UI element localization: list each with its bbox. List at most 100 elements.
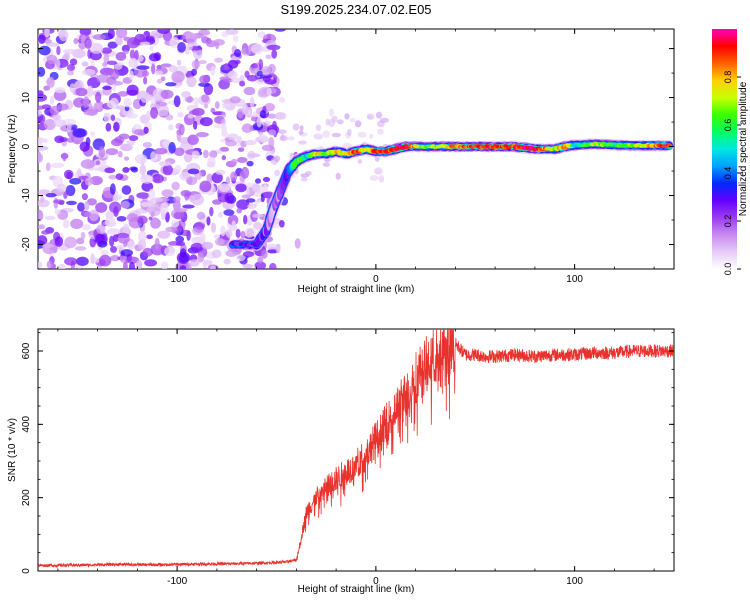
heatmap-cell <box>223 78 234 83</box>
heatmap-cell <box>177 111 184 118</box>
heatmap-cell <box>70 218 84 229</box>
heatmap-cell <box>63 169 74 180</box>
heatmap-cell <box>274 169 281 177</box>
heatmap-cell <box>196 211 206 220</box>
heatmap-cell <box>160 89 174 99</box>
heatmap-cell <box>313 133 324 140</box>
heatmap-cell <box>95 160 101 166</box>
heatmap-cell <box>224 29 239 35</box>
heatmap-cell <box>188 110 200 116</box>
heatmap-cell <box>66 137 75 143</box>
heatmap-cell <box>83 108 98 116</box>
snr-y-label: SNR (10 * v/v) <box>7 418 18 482</box>
heatmap-cell <box>169 37 180 49</box>
heatmap-cell <box>267 249 279 254</box>
heatmap-cell <box>128 135 139 142</box>
heatmap-cell <box>136 215 148 225</box>
heatmap-cell <box>201 241 214 250</box>
heatmap-cell <box>251 184 261 193</box>
heatmap-cell <box>182 204 195 209</box>
heatmap-cell <box>49 105 60 116</box>
heatmap-cell <box>221 102 231 109</box>
heatmap-cell <box>269 262 277 269</box>
spectrogram-y-label: Frequency (Hz) <box>7 115 18 184</box>
heatmap-cell <box>105 122 112 132</box>
heatmap-cell <box>235 183 247 193</box>
heatmap-cell <box>43 138 48 144</box>
heatmap-cell <box>106 60 118 65</box>
heatmap-cell <box>177 59 182 66</box>
heatmap-cell <box>38 145 49 151</box>
heatmap-cell <box>236 157 248 164</box>
heatmap-cell <box>244 139 257 146</box>
heatmap-cell <box>98 146 105 159</box>
heatmap-cell <box>193 199 200 206</box>
heatmap-cell <box>241 104 250 115</box>
heatmap-cell <box>225 249 238 257</box>
heatmap-cell <box>251 43 264 55</box>
spectrogram-y-ticks: -20 -10 0 10 20 <box>21 43 674 270</box>
heatmap-cell <box>104 167 116 174</box>
heatmap-cell <box>126 112 138 119</box>
heatmap-cell <box>176 251 191 264</box>
heatmap-cell <box>148 53 161 62</box>
heatmap-cell <box>49 95 55 105</box>
heatmap-cell <box>158 161 172 167</box>
heatmap-cell <box>178 123 185 136</box>
x-tick-label: -100 <box>167 274 187 285</box>
heatmap-cell <box>128 261 135 269</box>
heatmap-cell <box>46 260 53 269</box>
x-tick-label: 100 <box>566 576 583 587</box>
heatmap-cell <box>115 29 128 38</box>
heatmap-cell <box>123 240 128 248</box>
heatmap-cell <box>225 228 233 238</box>
heatmap-cell <box>62 219 70 229</box>
heatmap-cell <box>199 180 212 193</box>
heatmap-cell <box>218 211 223 218</box>
heatmap-cell <box>219 146 230 152</box>
heatmap-cell <box>331 115 338 123</box>
y-tick-label: 0 <box>21 568 32 574</box>
heatmap-cell <box>235 228 241 239</box>
heatmap-cell <box>206 173 213 183</box>
heatmap-cell <box>81 61 89 67</box>
heatmap-cell <box>115 244 126 250</box>
heatmap-cell <box>230 171 238 182</box>
heatmap-cell <box>122 223 130 236</box>
heatmap-cell <box>126 139 135 146</box>
heatmap-cell <box>187 168 200 175</box>
heatmap-cell <box>259 110 267 119</box>
heatmap-cell <box>267 113 277 119</box>
heatmap-cell <box>46 76 55 88</box>
spectrogram-heatmap <box>38 29 674 269</box>
heatmap-cell <box>110 254 121 262</box>
heatmap-cell <box>142 247 154 257</box>
heatmap-cell <box>96 224 106 235</box>
heatmap-cell <box>273 155 281 162</box>
heatmap-cell <box>134 128 145 136</box>
x-tick-label: 0 <box>373 576 379 587</box>
heatmap-cell <box>242 251 255 258</box>
heatmap-cell <box>357 159 363 164</box>
figure-title: S199.2025.234.07.02.E05 <box>280 2 431 17</box>
heatmap-cell <box>89 175 103 186</box>
heatmap-cell <box>366 114 373 120</box>
heatmap-cell <box>134 154 148 165</box>
heatmap-cell <box>150 243 165 256</box>
heatmap-cell <box>241 123 254 134</box>
heatmap-cell <box>254 178 262 184</box>
heatmap-cell <box>187 134 199 145</box>
heatmap-cell <box>140 174 154 184</box>
heatmap-cell <box>253 221 263 230</box>
heatmap-cell <box>57 103 69 111</box>
heatmap-cell <box>143 126 149 134</box>
heatmap-cell <box>165 82 177 87</box>
heatmap-cell <box>229 96 241 104</box>
heatmap-cell <box>236 136 242 143</box>
colorbar-tick-label: 0.0 <box>723 263 733 276</box>
heatmap-cell <box>261 144 275 152</box>
heatmap-cell <box>214 57 223 63</box>
heatmap-cell <box>117 232 130 244</box>
heatmap-cell <box>38 66 46 77</box>
